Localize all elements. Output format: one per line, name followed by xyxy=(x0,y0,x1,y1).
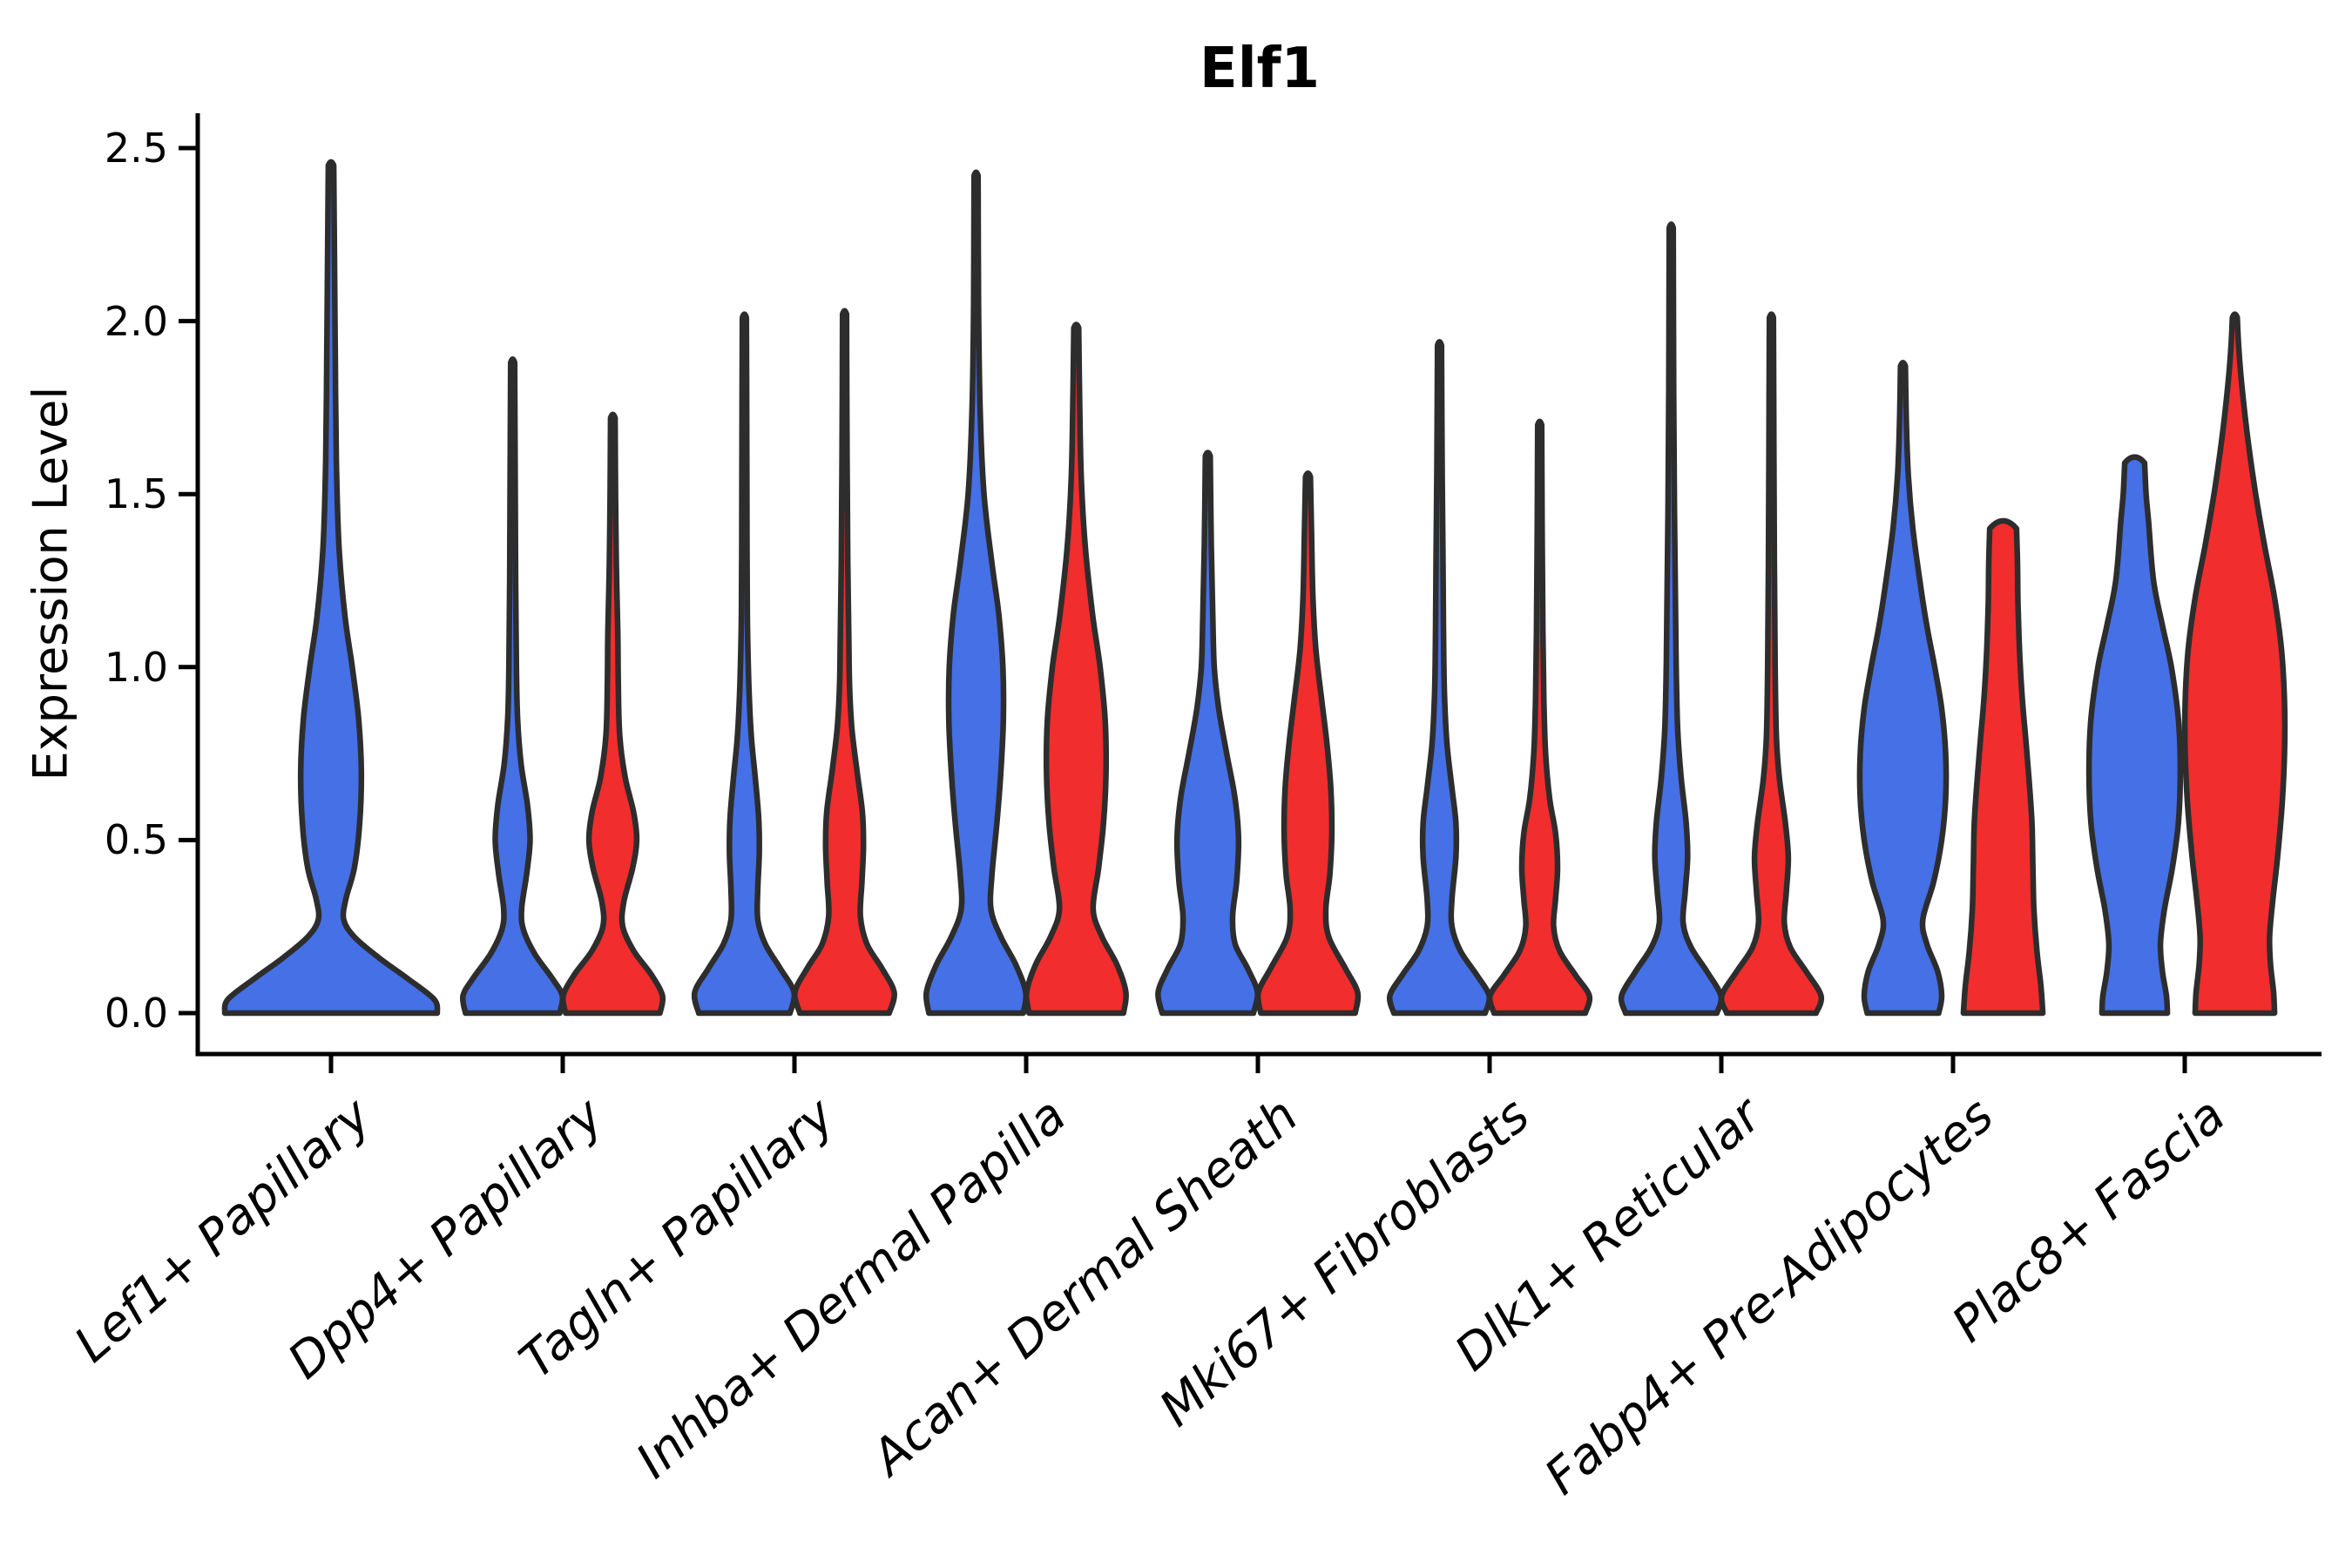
y-tick-label: 0.0 xyxy=(104,990,168,1037)
y-axis-label: Expression Level xyxy=(23,386,78,781)
y-tick-label: 1.0 xyxy=(104,643,168,691)
y-tick-label: 2.0 xyxy=(104,297,168,345)
violin-1-red xyxy=(559,411,666,1017)
violin-4-red xyxy=(1254,470,1362,1017)
violin-3-blue xyxy=(923,169,1030,1017)
violin-7-blue xyxy=(1856,359,1950,1017)
violin-7-red xyxy=(1960,517,2046,1017)
violin-3-red xyxy=(1024,321,1129,1017)
violin-2-red xyxy=(792,308,897,1017)
violin-6-blue xyxy=(1618,221,1725,1017)
y-tick-label: 1.5 xyxy=(104,470,168,518)
violin-8-blue xyxy=(2085,454,2184,1017)
y-tick-label: 0.5 xyxy=(104,816,168,864)
violin-8-red xyxy=(2181,311,2288,1017)
violin-6-red xyxy=(1718,311,1825,1017)
y-tick-label: 2.5 xyxy=(104,125,168,172)
violin-5-red xyxy=(1486,418,1593,1017)
violin-5-blue xyxy=(1386,339,1493,1017)
violin-2-blue xyxy=(691,311,798,1017)
violin-4-blue xyxy=(1155,449,1260,1017)
violin-0-blue xyxy=(221,159,441,1017)
violin-1-blue xyxy=(459,356,566,1017)
chart-title: Elf1 xyxy=(1199,37,1321,101)
